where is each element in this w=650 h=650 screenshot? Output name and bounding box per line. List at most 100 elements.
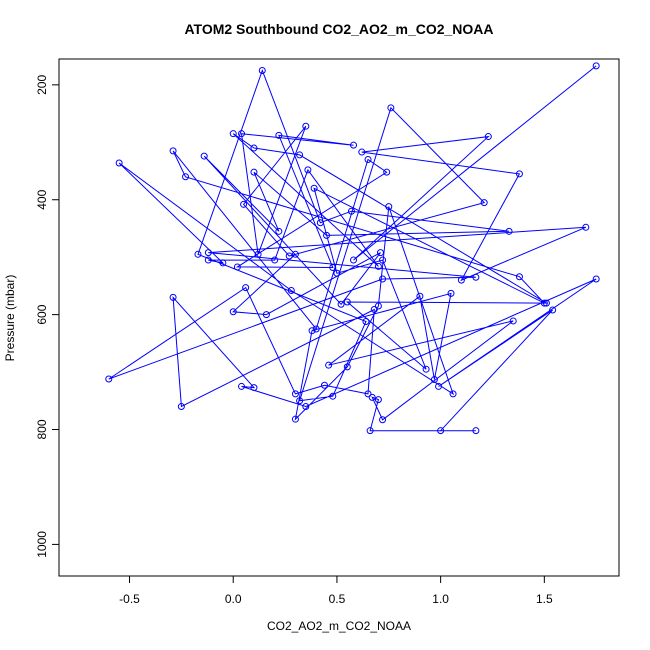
- data-point: [515, 273, 523, 281]
- data-point: [302, 403, 310, 411]
- y-tick-label: 400: [35, 189, 49, 209]
- data-point: [329, 392, 337, 400]
- data-point: [343, 363, 351, 371]
- data-point: [240, 200, 248, 208]
- data-point: [169, 147, 177, 155]
- data-point: [358, 148, 366, 156]
- data-point: [422, 365, 430, 373]
- data-point: [312, 325, 320, 333]
- data-point: [379, 256, 387, 264]
- x-tick-label: 0.0: [225, 592, 242, 606]
- data-point: [457, 276, 465, 284]
- data-point: [484, 133, 492, 141]
- data-point: [505, 227, 513, 235]
- data-point: [308, 327, 316, 335]
- data-point: [250, 144, 258, 152]
- data-point: [364, 390, 372, 398]
- data-point: [435, 382, 443, 390]
- data-point: [291, 250, 299, 258]
- data-point: [275, 131, 283, 139]
- data-point: [387, 104, 395, 112]
- data-point: [258, 66, 266, 74]
- data-point: [430, 376, 438, 384]
- series-line: [108, 65, 597, 432]
- data-point: [316, 219, 324, 227]
- data-point: [323, 231, 331, 239]
- y-tick-label: 200: [35, 75, 49, 95]
- data-point: [366, 427, 374, 435]
- data-point: [229, 130, 237, 138]
- x-tick-label: 1.5: [536, 592, 553, 606]
- data-point: [287, 287, 295, 295]
- data-point: [416, 292, 424, 300]
- data-point: [509, 317, 517, 325]
- data-point: [333, 269, 341, 277]
- data-point: [582, 223, 590, 231]
- data-point: [291, 390, 299, 398]
- data-point: [374, 396, 382, 404]
- data-point: [592, 275, 600, 283]
- data-point: [379, 416, 387, 424]
- data-point: [515, 170, 523, 178]
- x-axis-label: CO2_AO2_m_CO2_NOAA: [267, 619, 411, 633]
- data-point: [437, 427, 445, 435]
- data-point: [325, 361, 333, 369]
- data-point: [233, 263, 241, 271]
- data-point: [320, 381, 328, 389]
- data-point: [182, 173, 190, 181]
- y-tick-label: 800: [35, 419, 49, 439]
- data-point: [200, 152, 208, 160]
- data-point: [310, 184, 318, 192]
- data-point: [194, 250, 202, 258]
- data-point: [285, 252, 293, 260]
- data-point: [296, 151, 304, 159]
- x-tick-label: 1.0: [432, 592, 449, 606]
- data-point: [350, 256, 358, 264]
- series-layer: [105, 62, 600, 435]
- data-point: [385, 203, 393, 211]
- data-point: [374, 302, 382, 310]
- data-point: [472, 273, 480, 281]
- data-point: [262, 311, 270, 319]
- data-point: [219, 259, 227, 267]
- data-point: [337, 300, 345, 308]
- data-point: [169, 293, 177, 301]
- x-tick-label: 0.5: [329, 592, 346, 606]
- data-point: [549, 306, 557, 314]
- y-tick-label: 1000: [35, 531, 49, 558]
- data-point: [370, 305, 378, 313]
- x-axis: -0.5 0.0 0.5 1.0 1.5: [119, 576, 553, 606]
- data-point: [542, 299, 550, 307]
- data-point: [343, 298, 351, 306]
- data-point: [329, 264, 337, 272]
- data-point: [472, 427, 480, 435]
- data-point: [362, 318, 370, 326]
- data-point: [540, 299, 548, 307]
- data-point: [304, 166, 312, 174]
- data-point: [275, 227, 283, 235]
- data-point: [296, 397, 304, 405]
- data-point: [238, 382, 246, 390]
- data-point: [302, 122, 310, 130]
- data-point: [447, 289, 455, 297]
- y-axis: 200 400 600 800 1000: [35, 75, 59, 558]
- data-point: [379, 275, 387, 283]
- plot-frame: [58, 58, 620, 577]
- data-point: [271, 256, 279, 264]
- data-point: [177, 403, 185, 411]
- data-point: [291, 415, 299, 423]
- data-point: [592, 62, 600, 70]
- data-point: [204, 249, 212, 257]
- data-point: [242, 284, 250, 292]
- data-point: [368, 393, 376, 401]
- data-point: [347, 207, 355, 215]
- y-axis-label: Pressure (mbar): [3, 275, 17, 362]
- data-point: [350, 141, 358, 149]
- data-point: [449, 390, 457, 398]
- y-tick-label: 600: [35, 304, 49, 324]
- data-point: [204, 256, 212, 264]
- data-point: [383, 168, 391, 176]
- data-point: [374, 262, 382, 270]
- data-point: [115, 159, 123, 167]
